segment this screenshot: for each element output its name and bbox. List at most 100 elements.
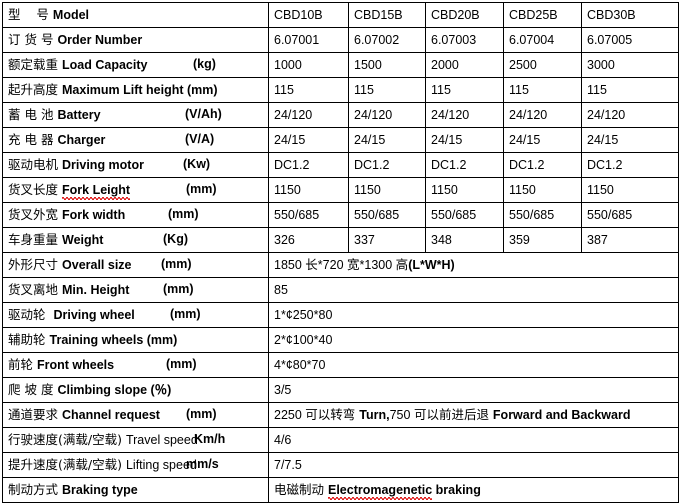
row-label-chinese: 爬 坡 度 — [8, 382, 54, 397]
value-segment-number: 1850 — [274, 258, 306, 272]
cell-driving-wheel-merged: 1*¢250*80 — [268, 302, 679, 328]
value-segment-number: 3/5 — [274, 382, 292, 397]
cell-weight-CBD30B: 387 — [581, 227, 679, 253]
cell-weight-CBD15B: 337 — [348, 227, 426, 253]
cell-load-capacity-CBD20B: 2000 — [425, 52, 504, 78]
row-label-english: Driving motor — [62, 158, 144, 172]
table-row: 额定载重 Load Capacity (kg) 1000 1500 2000 2500 300… — [2, 52, 679, 78]
row-label-cell-driving-wheel: 驱动轮 Driving wheel (mm) — [2, 302, 269, 328]
cell-battery-CBD25B: 24/120 — [503, 102, 582, 128]
value-segment-chinese: 可以前进后退 — [413, 407, 493, 422]
row-label-cell-training-wheels: 辅助轮 Training wheels (mm) — [2, 327, 269, 353]
cell-maximum-lift-height-CBD10B: 115 — [268, 77, 349, 103]
cell-weight-CBD20B: 348 — [425, 227, 504, 253]
table-row: 订 货 号 Order Number 6.07001 6.07002 6.07003 6.… — [2, 27, 679, 53]
row-label-chinese: 前轮 — [8, 357, 34, 372]
table-row: 驱动电机 Driving motor (Kw) DC1.2 DC1.2 DC1.2 DC1.… — [2, 152, 679, 178]
row-label-unit: (Kg) — [163, 232, 188, 246]
row-label-cell-overall-size: 外形尺寸 Overall size (mm) — [2, 252, 269, 278]
cell-charger-CBD25B: 24/15 — [503, 127, 582, 153]
row-label-unit: (Kw) — [183, 157, 211, 171]
cell-order-number-CBD20B: 6.07003 — [425, 27, 504, 53]
cell-model-CBD20B: CBD20B — [425, 2, 504, 28]
row-label-cell-load-capacity: 额定载重 Load Capacity (kg) — [2, 52, 269, 78]
cell-climbing-slope-merged: 3/5 — [268, 377, 679, 403]
table-row: 行驶速度(满载/空载) Travel speed Km/h 4/6 — [2, 427, 679, 453]
cell-load-capacity-CBD25B: 2500 — [503, 52, 582, 78]
cell-fork-width-CBD20B: 550/685 — [425, 202, 504, 228]
cell-driving-motor-CBD10B: DC1.2 — [268, 152, 349, 178]
row-label-english: Training wheels (mm) — [49, 333, 178, 347]
table-row: 爬 坡 度 Climbing slope (％) 3/5 — [2, 377, 679, 403]
row-label-unit: (V/A) — [185, 132, 215, 146]
value-segment-chinese: 电磁制动 — [274, 482, 328, 497]
cell-model-CBD25B: CBD25B — [503, 2, 582, 28]
value-segment-chinese: 长 — [305, 257, 318, 272]
row-label-cell-min-height: 货叉离地 Min. Height (mm) — [2, 277, 269, 303]
row-label-english: Charger — [57, 133, 106, 147]
row-label-english: Overall size — [62, 258, 132, 272]
value-segment-number: 4*¢80*70 — [274, 357, 326, 372]
row-label-english: Front wheels — [37, 358, 115, 372]
value-segment-bold: Forward and Backward — [492, 408, 631, 422]
row-label-unit: (mm) — [186, 407, 217, 421]
cell-fork-width-CBD30B: 550/685 — [581, 202, 679, 228]
row-label-chinese: 制动方式 — [8, 482, 59, 497]
cell-model-CBD15B: CBD15B — [348, 2, 426, 28]
row-label-chinese: 提升速度(满载/空载) — [8, 457, 122, 472]
row-label-cell-channel-request: 通道要求 Channel request (mm) — [2, 402, 269, 428]
cell-maximum-lift-height-CBD30B: 115 — [581, 77, 679, 103]
cell-maximum-lift-height-CBD15B: 115 — [348, 77, 426, 103]
row-label-english: Travel speed — [125, 433, 198, 447]
cell-front-wheels-merged: 4*¢80*70 — [268, 352, 679, 378]
row-label-chinese: 货叉离地 — [8, 282, 59, 297]
cell-battery-CBD10B: 24/120 — [268, 102, 349, 128]
row-label-cell-fork-width: 货叉外宽 Fork width (mm) — [2, 202, 269, 228]
row-label-chinese: 充 电 器 — [8, 132, 54, 147]
row-label-english: Min. Height — [62, 283, 130, 297]
row-label-chinese: 起升高度 — [8, 82, 59, 97]
row-label-cell-driving-motor: 驱动电机 Driving motor (Kw) — [2, 152, 269, 178]
table-row: 驱动轮 Driving wheel (mm) 1*¢250*80 — [2, 302, 679, 328]
row-label-unit: (mm) — [166, 357, 197, 371]
row-label-chinese: 订 货 号 — [8, 32, 54, 47]
cell-charger-CBD20B: 24/15 — [425, 127, 504, 153]
value-segment-number: 2*¢100*40 — [274, 332, 333, 347]
row-label-unit: Km/h — [194, 432, 226, 446]
table-row: 提升速度(满载/空载) Lifting speed mm/s 7/7.5 — [2, 452, 679, 478]
cell-order-number-CBD30B: 6.07005 — [581, 27, 679, 53]
row-label-cell-order-number: 订 货 号 Order Number — [2, 27, 269, 53]
value-segment-number: 7/7.5 — [274, 457, 302, 472]
cell-fork-length-CBD10B: 1150 — [268, 177, 349, 203]
row-label-cell-climbing-slope: 爬 坡 度 Climbing slope (％) — [2, 377, 269, 403]
row-label-english: Order Number — [57, 33, 143, 47]
value-segment-chinese: 宽 — [347, 257, 360, 272]
cell-driving-motor-CBD15B: DC1.2 — [348, 152, 426, 178]
cell-overall-size-merged: 1850 长*720 宽*1300 高(L*W*H) — [268, 252, 679, 278]
cell-load-capacity-CBD30B: 3000 — [581, 52, 679, 78]
cell-fork-width-CBD25B: 550/685 — [503, 202, 582, 228]
row-label-cell-maximum-lift-height: 起升高度 Maximum Lift height (mm) — [2, 77, 269, 103]
row-label-unit: (mm) — [163, 282, 194, 296]
row-label-chinese: 蓄 电 池 — [8, 107, 54, 122]
cell-min-height-merged: 85 — [268, 277, 679, 303]
value-segment-chinese: 高 — [395, 257, 409, 272]
table-row: 辅助轮 Training wheels (mm) 2*¢100*40 — [2, 327, 679, 353]
value-segment-number: *1300 — [359, 258, 396, 272]
row-label-chinese: 型 号 — [8, 7, 49, 22]
row-label-unit: (mm) — [161, 257, 192, 271]
row-label-cell-weight: 车身重量 Weight (Kg) — [2, 227, 269, 253]
cell-battery-CBD20B: 24/120 — [425, 102, 504, 128]
value-segment-number: *720 — [317, 258, 347, 272]
row-label-unit: (V/Ah) — [185, 107, 222, 121]
cell-channel-request-merged: 2250 可以转弯 Turn,750 可以前进后退 Forward and Ba… — [268, 402, 679, 428]
cell-fork-length-CBD25B: 1150 — [503, 177, 582, 203]
value-segment-bold: Turn, — [359, 408, 390, 422]
cell-driving-motor-CBD30B: DC1.2 — [581, 152, 679, 178]
cell-braking-type-merged: 电磁制动 Electromagenetic braking — [268, 477, 679, 503]
row-label-english: Driving wheel — [53, 308, 135, 322]
value-segment-number: 1*¢250*80 — [274, 307, 333, 322]
cell-battery-CBD30B: 24/120 — [581, 102, 679, 128]
row-label-english: Braking type — [62, 483, 138, 497]
